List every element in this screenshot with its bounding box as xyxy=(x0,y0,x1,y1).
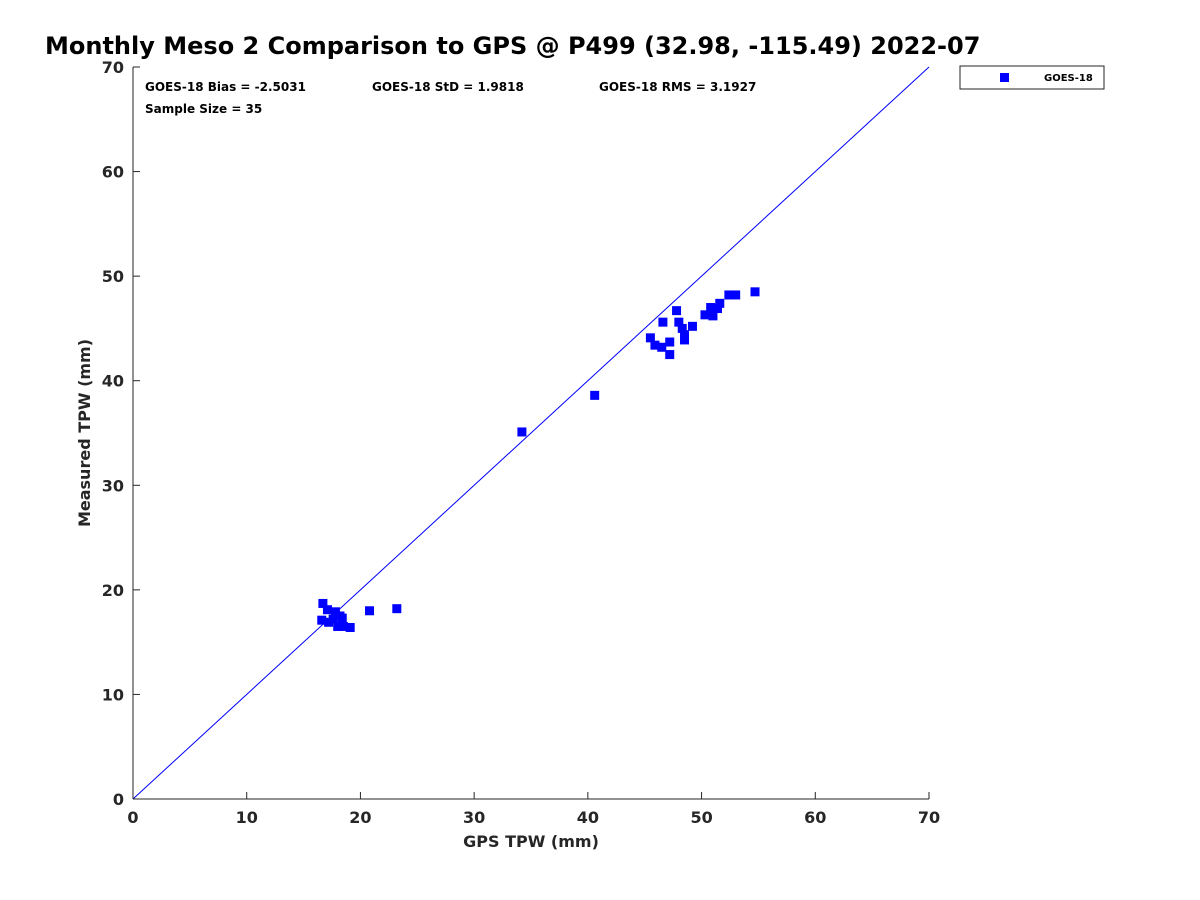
x-tick-label: 40 xyxy=(577,808,599,827)
data-point xyxy=(657,342,667,352)
y-tick-label: 70 xyxy=(102,58,124,77)
data-point xyxy=(700,310,710,320)
data-point xyxy=(365,606,375,616)
data-point xyxy=(658,317,668,327)
x-axis-label: GPS TPW (mm) xyxy=(463,832,599,851)
legend-box xyxy=(959,65,1105,90)
data-point xyxy=(724,290,734,300)
data-point xyxy=(328,614,338,624)
x-tick-label: 20 xyxy=(349,808,371,827)
x-tick-label: 10 xyxy=(236,808,258,827)
y-tick-label: 20 xyxy=(102,581,124,600)
data-point xyxy=(338,621,348,631)
x-tick-label: 70 xyxy=(918,808,940,827)
data-point xyxy=(345,623,355,633)
data-point xyxy=(672,306,682,316)
data-point xyxy=(674,317,684,327)
std-annotation: GOES-18 StD = 1.9818 xyxy=(372,80,524,94)
data-point xyxy=(665,337,675,347)
legend-marker-square-icon xyxy=(1000,73,1009,82)
y-tick-label: 40 xyxy=(102,372,124,391)
legend-entry-goes-18: GOES-18 xyxy=(1044,73,1093,84)
chart-title: Monthly Meso 2 Comparison to GPS @ P499 … xyxy=(45,32,980,60)
y-tick-label: 0 xyxy=(113,790,124,809)
data-point xyxy=(680,330,690,340)
one-to-one-line xyxy=(132,66,930,800)
data-point xyxy=(324,617,334,627)
data-point xyxy=(708,311,718,321)
data-point xyxy=(680,335,690,345)
y-tick-label: 10 xyxy=(102,685,124,704)
x-tick-label: 0 xyxy=(127,808,138,827)
rms-annotation: GOES-18 RMS = 3.1927 xyxy=(599,80,756,94)
data-point xyxy=(517,427,527,437)
data-point xyxy=(333,621,343,631)
legend: GOES-18 xyxy=(959,65,1105,90)
x-tick-label: 60 xyxy=(804,808,826,827)
data-point xyxy=(645,333,655,343)
data-point xyxy=(677,323,687,333)
data-point xyxy=(337,613,347,623)
x-tick-label: 30 xyxy=(463,808,485,827)
data-point xyxy=(715,298,725,308)
data-point xyxy=(392,604,402,614)
data-point xyxy=(318,598,328,608)
data-point xyxy=(590,390,600,400)
bias-annotation: GOES-18 Bias = -2.5031 xyxy=(145,80,306,94)
data-point xyxy=(706,303,716,313)
sample-size-annotation: Sample Size = 35 xyxy=(145,102,262,116)
x-tick-label: 50 xyxy=(690,808,712,827)
y-tick-label: 30 xyxy=(102,476,124,495)
data-point xyxy=(317,615,327,625)
y-tick-label: 60 xyxy=(102,163,124,182)
data-point xyxy=(731,290,741,300)
data-point xyxy=(665,350,675,360)
data-point xyxy=(650,340,660,350)
data-point xyxy=(712,304,722,314)
y-axis-label: Measured TPW (mm) xyxy=(75,339,94,527)
data-point xyxy=(687,321,697,331)
y-tick-label: 50 xyxy=(102,267,124,286)
data-point xyxy=(330,607,340,617)
data-point xyxy=(750,287,760,297)
data-point xyxy=(322,605,332,615)
